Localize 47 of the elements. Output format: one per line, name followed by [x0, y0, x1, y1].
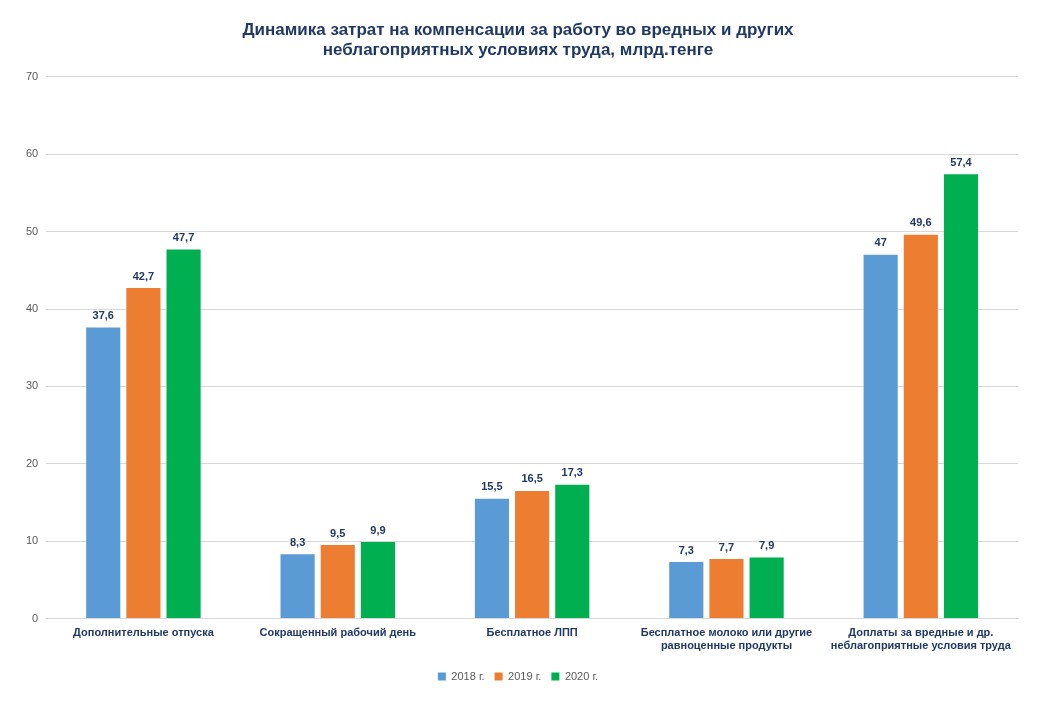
y-tick-label: 20	[25, 456, 39, 469]
bar	[669, 562, 704, 619]
data-label: 7,7	[718, 540, 735, 553]
bar	[555, 484, 590, 619]
bar	[863, 254, 898, 619]
bar	[166, 249, 201, 619]
y-tick-label: 30	[25, 379, 39, 392]
x-tick-label: Доплаты за вредные и др. неблагоприятные условия труда	[830, 626, 1012, 652]
data-label: 7,3	[678, 543, 694, 556]
bar	[320, 545, 355, 619]
bar	[943, 174, 979, 619]
data-label: 9,9	[370, 523, 386, 536]
data-label: 7,9	[758, 538, 775, 551]
data-label: 15,5	[481, 480, 503, 493]
legend-label: 2020 г.	[564, 669, 599, 682]
x-tick-label: Бесплатное молоко или другие равноценные продукты	[640, 626, 813, 652]
bar	[474, 498, 510, 619]
y-tick-label: 70	[25, 69, 39, 82]
bar	[86, 327, 121, 619]
x-tick-label: Дополнительные отпуска	[73, 626, 215, 639]
bar	[360, 541, 395, 619]
bar	[515, 490, 550, 619]
data-label: 17,3	[561, 466, 583, 479]
data-label: 57,4	[950, 155, 973, 168]
data-label: 49,6	[910, 216, 932, 229]
bar	[709, 559, 744, 619]
x-tick-label: Бесплатное ЛПП	[486, 626, 578, 639]
y-tick-label: 60	[25, 147, 39, 160]
y-tick-label: 10	[25, 534, 39, 547]
legend-label: 2018 г.	[451, 669, 485, 682]
legend-label: 2019 г.	[508, 669, 542, 682]
data-label: 47,7	[172, 230, 195, 243]
y-tick-label: 40	[25, 302, 39, 315]
bar	[280, 554, 315, 619]
data-label: 8,3	[289, 535, 306, 548]
y-tick-label: 50	[25, 224, 39, 237]
data-label: 37,6	[92, 309, 114, 322]
data-label: 9,5	[330, 526, 346, 539]
x-tick-label: Сокращенный рабочий день	[259, 626, 417, 639]
chart-title: Динамика затрат на компенсации за работу во вредных и других неблагоприятных условиях труда, млрд.тенге	[242, 19, 795, 60]
y-tick-label: 0	[32, 611, 39, 624]
data-label: 16,5	[521, 472, 543, 485]
data-label: 47	[874, 236, 887, 249]
bar	[749, 557, 784, 619]
bar	[126, 288, 161, 619]
bar	[903, 234, 938, 619]
data-label: 42,7	[132, 269, 155, 282]
